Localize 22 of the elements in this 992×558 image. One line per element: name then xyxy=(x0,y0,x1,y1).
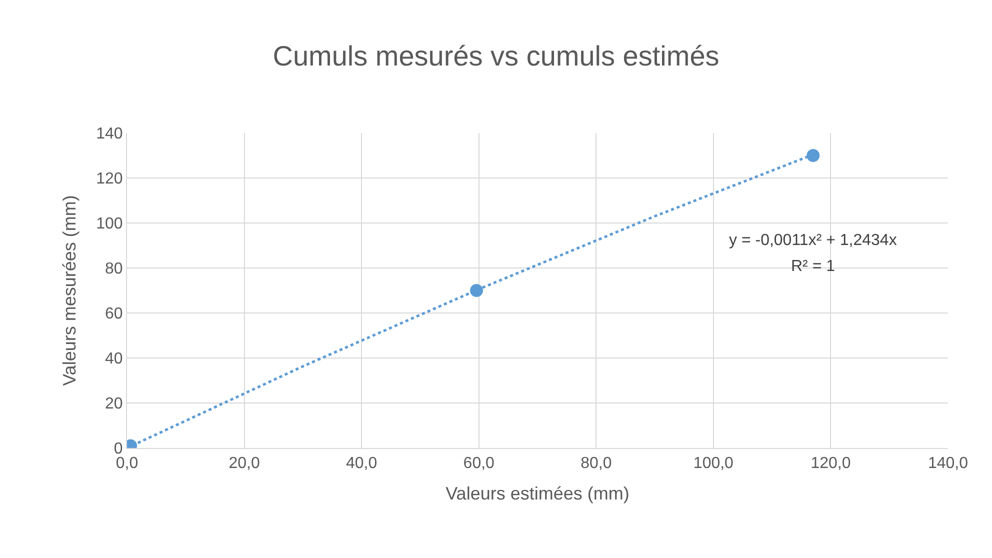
y-tick-label: 20 xyxy=(105,396,123,413)
x-tick-label: 120,0 xyxy=(810,455,851,472)
y-tick-label: 140 xyxy=(96,126,123,143)
point xyxy=(806,149,820,162)
y-tick-label: 40 xyxy=(105,350,123,368)
y-tick-label: 100 xyxy=(96,216,123,233)
y-tick-label: 120 xyxy=(96,170,123,188)
x-tick-label: 60,0 xyxy=(463,455,495,472)
y-tick-label: 0 xyxy=(114,440,123,458)
annotation: y = -0,0011x² + 1,2434x xyxy=(729,232,897,249)
x-axis-title: Valeurs estimées (mm) xyxy=(446,483,630,504)
annotation: R² = 1 xyxy=(791,258,836,275)
y-axis-title: Valeurs mesurées (mm) xyxy=(59,195,80,386)
x-tick-label: 80,0 xyxy=(580,455,612,472)
chart-title: Cumuls mesurés vs cumuls estimés xyxy=(272,40,720,72)
y-tick-label: 60 xyxy=(105,306,123,323)
x-tick-label: 100,0 xyxy=(693,455,734,472)
x-tick-label: 40,0 xyxy=(346,455,378,472)
x-tick-label: 0,0 xyxy=(116,455,138,472)
x-tick-label: 20,0 xyxy=(228,455,260,472)
y-tick-label: 80 xyxy=(105,260,123,278)
x-tick-label: 140,0 xyxy=(928,455,968,472)
